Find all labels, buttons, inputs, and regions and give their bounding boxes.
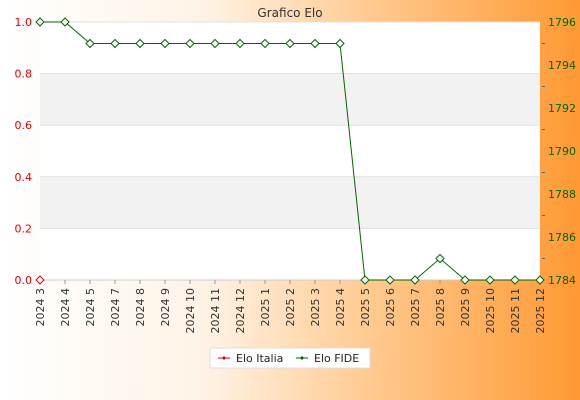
- x-tick-label: 2025 10: [484, 288, 497, 334]
- grid-band: [40, 176, 540, 229]
- x-tick-label: 2024 12: [234, 288, 247, 334]
- x-tick-label: 2025 6: [384, 288, 397, 327]
- series-point-1: [360, 275, 370, 285]
- series-point-1: [60, 17, 70, 27]
- grid-band: [40, 73, 540, 126]
- left-tick-label: 0.2: [15, 222, 33, 235]
- legend-label-0: Elo Italia: [236, 352, 283, 365]
- series-point-1: [210, 38, 220, 49]
- left-tick-label: 0.0: [15, 274, 33, 287]
- series-point-1: [260, 38, 270, 49]
- x-tick-label: 2025 4: [334, 288, 347, 327]
- right-tick-label: 1794: [548, 59, 576, 72]
- x-tick-label: 2024 9: [159, 288, 172, 327]
- x-tick-label: 2024 4: [59, 288, 72, 327]
- series-point-1: [510, 275, 520, 285]
- left-tick-label: 0.4: [15, 171, 33, 184]
- chart-title: Grafico Elo: [257, 6, 322, 20]
- legend-box: [209, 347, 371, 369]
- x-tick-label: 2025 7: [409, 288, 422, 327]
- series-point-1: [435, 253, 445, 264]
- x-tick-label: 2024 8: [134, 288, 147, 327]
- series-point-1: [535, 275, 545, 285]
- right-tick-label: 1790: [548, 145, 576, 158]
- legend-marker-1: [300, 356, 304, 360]
- right-tick-label: 1792: [548, 102, 576, 115]
- series-point-1: [285, 38, 295, 49]
- series-point-1: [335, 38, 345, 49]
- series-point-0: [35, 275, 45, 285]
- x-tick-label: 2024 3: [34, 288, 47, 327]
- series-point-1: [110, 38, 120, 49]
- series-point-1: [460, 275, 470, 285]
- grid-band: [40, 125, 540, 177]
- series-point-1: [160, 38, 170, 49]
- x-tick-label: 2025 11: [509, 288, 522, 334]
- series-point-1: [35, 17, 45, 27]
- x-tick-label: 2025 9: [459, 288, 472, 327]
- series-point-1: [385, 275, 395, 285]
- left-tick-label: 1.0: [15, 16, 33, 29]
- series-point-1: [235, 38, 245, 49]
- x-tick-label: 2024 7: [109, 288, 122, 327]
- x-tick-label: 2025 1: [259, 288, 272, 327]
- legend-marker-0: [222, 356, 226, 360]
- series-point-1: [85, 38, 95, 49]
- right-tick-label: 1784: [548, 274, 576, 287]
- right-tick-label: 1796: [548, 16, 576, 29]
- series-point-1: [310, 38, 320, 49]
- x-tick-label: 2025 8: [434, 288, 447, 327]
- right-tick-label: 1788: [548, 188, 576, 201]
- x-tick-label: 2024 10: [184, 288, 197, 334]
- series-point-1: [135, 38, 145, 49]
- left-tick-label: 0.8: [15, 68, 33, 81]
- series-point-1: [485, 275, 495, 285]
- x-tick-label: 2025 2: [284, 288, 297, 327]
- x-tick-label: 2025 3: [309, 288, 322, 327]
- legend-label-1: Elo FIDE: [314, 352, 359, 365]
- x-tick-label: 2024 5: [84, 288, 97, 327]
- x-tick-label: 2025 5: [359, 288, 372, 327]
- series-point-1: [410, 275, 420, 285]
- right-tick-label: 1786: [548, 231, 576, 244]
- x-tick-label: 2025 12: [534, 288, 547, 334]
- left-tick-label: 0.6: [15, 119, 33, 132]
- grid-band: [40, 228, 540, 280]
- x-tick-label: 2024 11: [209, 288, 222, 334]
- series-point-1: [185, 38, 195, 49]
